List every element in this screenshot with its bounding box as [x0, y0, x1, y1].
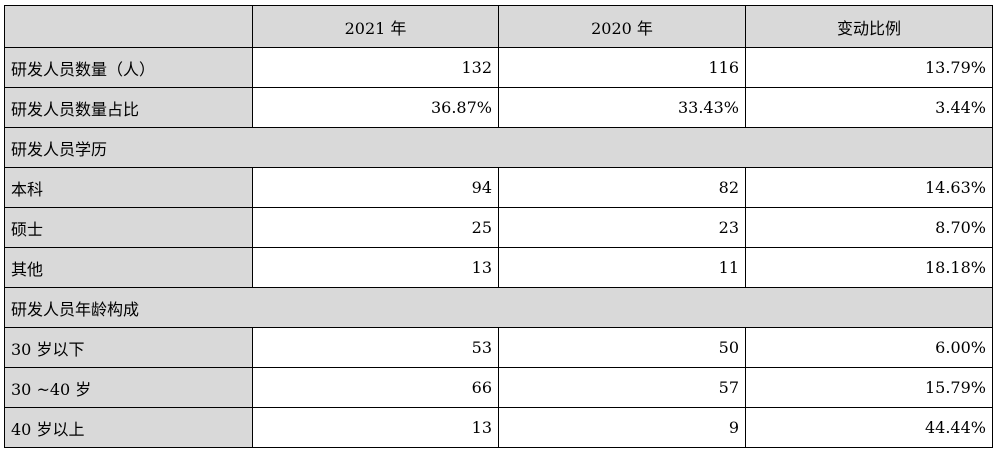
value-2021: 132: [252, 47, 499, 88]
header-cell-change: 变动比例: [745, 5, 993, 48]
value-2021: 25: [252, 207, 499, 248]
table-row: 硕士 25 23 8.70%: [4, 207, 993, 248]
value-2020: 116: [498, 47, 746, 88]
value-2021: 13: [252, 247, 499, 288]
table-row: 研发人员数量占比 36.87% 33.43% 3.44%: [4, 87, 993, 128]
table-row: 40 岁以上 13 9 44.44%: [4, 407, 993, 448]
value-2020: 50: [498, 327, 746, 368]
value-change: 3.44%: [745, 87, 993, 128]
section-row: 研发人员学历: [4, 127, 993, 168]
value-2020: 82: [498, 167, 746, 208]
value-2021: 13: [252, 407, 499, 448]
value-change: 6.00%: [745, 327, 993, 368]
value-2020: 23: [498, 207, 746, 248]
value-2020: 11: [498, 247, 746, 288]
value-2021: 36.87%: [252, 87, 499, 128]
value-change: 13.79%: [745, 47, 993, 88]
section-label: 研发人员年龄构成: [4, 287, 993, 328]
table-row: 30 岁以下 53 50 6.00%: [4, 327, 993, 368]
value-2021: 66: [252, 367, 499, 408]
header-cell-2021: 2021 年: [252, 5, 499, 48]
table-row: 本科 94 82 14.63%: [4, 167, 993, 208]
value-change: 18.18%: [745, 247, 993, 288]
section-label: 研发人员学历: [4, 127, 993, 168]
row-label: 30 ~40 岁: [4, 367, 253, 408]
row-label: 其他: [4, 247, 253, 288]
row-label: 硕士: [4, 207, 253, 248]
value-2020: 57: [498, 367, 746, 408]
table-row: 其他 13 11 18.18%: [4, 247, 993, 288]
value-2020: 33.43%: [498, 87, 746, 128]
value-2020: 9: [498, 407, 746, 448]
row-label: 研发人员数量（人）: [4, 47, 253, 88]
value-change: 8.70%: [745, 207, 993, 248]
value-change: 44.44%: [745, 407, 993, 448]
value-2021: 94: [252, 167, 499, 208]
rd-personnel-table: 2021 年 2020 年 变动比例 研发人员数量（人） 132 116 13.…: [4, 5, 993, 448]
value-change: 15.79%: [745, 367, 993, 408]
table-row: 30 ~40 岁 66 57 15.79%: [4, 367, 993, 408]
header-row: 2021 年 2020 年 变动比例: [4, 5, 993, 48]
row-label: 30 岁以下: [4, 327, 253, 368]
row-label: 研发人员数量占比: [4, 87, 253, 128]
row-label: 本科: [4, 167, 253, 208]
row-label: 40 岁以上: [4, 407, 253, 448]
table-row: 研发人员数量（人） 132 116 13.79%: [4, 47, 993, 88]
header-cell-blank: [4, 5, 253, 48]
value-change: 14.63%: [745, 167, 993, 208]
value-2021: 53: [252, 327, 499, 368]
header-cell-2020: 2020 年: [498, 5, 746, 48]
section-row: 研发人员年龄构成: [4, 287, 993, 328]
